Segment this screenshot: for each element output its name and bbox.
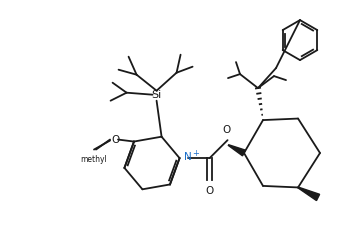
- Text: Si: Si: [152, 90, 162, 100]
- Polygon shape: [228, 145, 245, 156]
- Text: O: O: [222, 125, 231, 135]
- Text: N: N: [184, 152, 191, 162]
- Text: methyl: methyl: [81, 155, 107, 164]
- Text: O: O: [205, 186, 214, 196]
- Polygon shape: [298, 187, 320, 200]
- Text: O: O: [111, 135, 119, 145]
- Text: +: +: [193, 149, 199, 158]
